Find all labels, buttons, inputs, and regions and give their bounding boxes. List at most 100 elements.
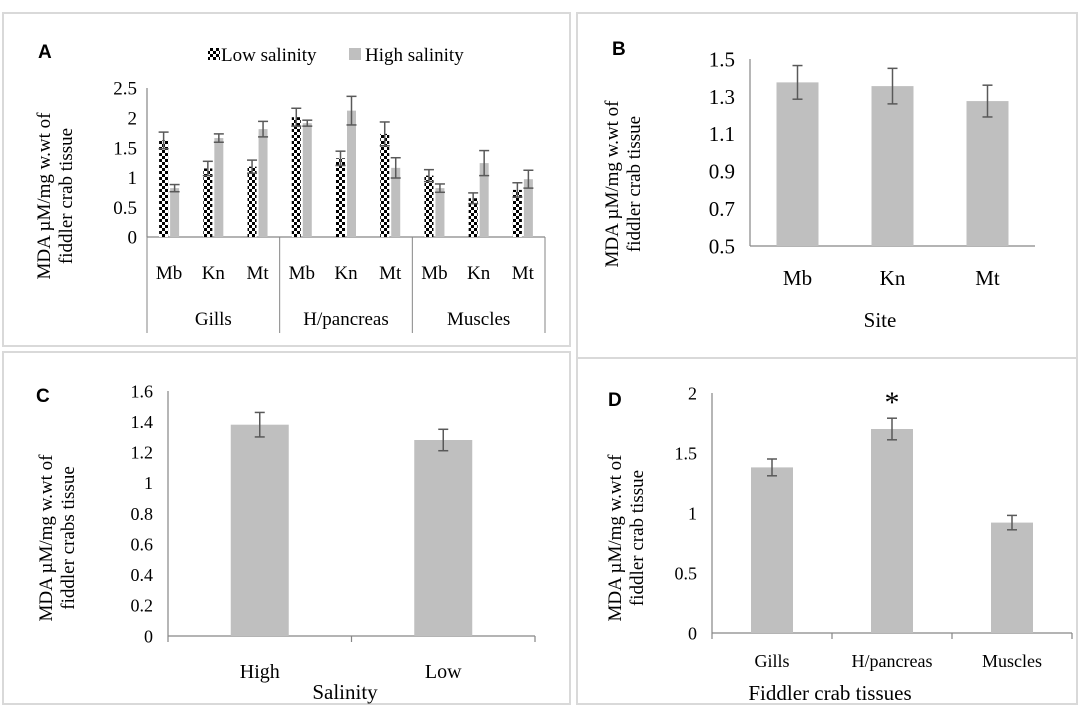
panel-d-category-label: H/pancreas (852, 651, 933, 671)
panel-c-ytick-label: 1.4 (131, 412, 154, 432)
panel-d-bar (871, 429, 913, 633)
panel-c-category-label: High (240, 661, 280, 683)
panel-b-ytick-label: 1.5 (709, 47, 735, 71)
panel-d-ylabel: MDA µM/mg w.wt of fiddler crab tissue (605, 454, 648, 622)
panel-c-bar (230, 424, 289, 636)
panel-a-bar-high (479, 163, 489, 237)
panel-b-bar (871, 86, 914, 247)
panel-a-bar-high (170, 188, 180, 237)
panel-c-ytick-label: 1 (144, 473, 153, 493)
panel-d-ytick-label: 0.5 (675, 563, 698, 583)
panel-c-frame (2, 351, 571, 705)
legend-low-label: Low salinity (221, 45, 317, 66)
svg-text:fiddler crab tissue: fiddler crab tissue (627, 470, 648, 606)
panel-b-ytick-label: 0.5 (709, 234, 735, 258)
panel-a-site-label: Mb (156, 263, 182, 284)
panel-a-site-label: Mt (512, 263, 535, 284)
panel-b-letter: B (612, 39, 626, 60)
panel-d-letter: D (608, 390, 622, 411)
panel-a-site-label: Mb (289, 263, 315, 284)
panel-b-ytick-label: 0.9 (709, 160, 735, 184)
panel-a-bar-low (468, 198, 478, 237)
panel-a-bar-high (258, 129, 268, 237)
panel-a-bar-low (291, 117, 301, 237)
panel-a-ytick-label: 1 (128, 168, 138, 189)
panel-d-ytick-label: 1 (688, 503, 697, 523)
panel-d-significance-mark: * (885, 386, 900, 419)
panel-b-bar (776, 82, 819, 246)
panel-b-category-label: Mt (975, 266, 1000, 290)
panel-c-ytick-label: 1.6 (131, 381, 154, 401)
panel-a-site-label: Kn (334, 263, 358, 284)
panel-c-ytick-label: 0.8 (131, 504, 154, 524)
svg-text:MDA µM/mg w.wt of: MDA µM/mg w.wt of (602, 100, 623, 268)
svg-text:fiddler crab tissue: fiddler crab tissue (624, 116, 645, 252)
panel-c-ylabel: MDA µM/mg w.wt of fiddler crabs tissue (36, 454, 79, 622)
legend-high-swatch (349, 48, 361, 60)
panel-d-frame (576, 357, 1078, 705)
panel-b-ytick-label: 1.3 (709, 85, 735, 109)
panel-a-letter: A (38, 42, 52, 63)
panel-b-bar (966, 101, 1009, 246)
panel-a-bar-high (302, 123, 312, 237)
panel-a-site-label: Mt (246, 263, 269, 284)
panel-a-group-label: Muscles (447, 309, 510, 330)
panel-a-bar-high (391, 167, 401, 237)
panel-c-ytick-label: 0.2 (131, 596, 154, 616)
panel-c-ytick-label: 0 (144, 626, 153, 646)
panel-a-ytick-label: 0 (128, 228, 138, 249)
panel-a-bar-low (159, 140, 169, 237)
chart-marks: 2.5 2 1.5 1 0.5 0 Mb Kn Mt Gills Mb Kn Mt H/pancreas M… (113, 47, 1073, 683)
legend-high-label: High salinity (365, 45, 464, 66)
panel-a-bar-high (435, 188, 445, 237)
panel-a-bar-low (424, 175, 434, 237)
panel-b-ylabel: MDA µM/mg w.wt of fiddler crab tissue (602, 100, 645, 268)
panel-a-bar-low (380, 133, 390, 237)
panel-a-bar-high (347, 110, 356, 237)
panel-d-category-label: Gills (754, 651, 789, 671)
panel-d-bar (751, 467, 793, 633)
panel-a-group-label: H/pancreas (303, 309, 388, 330)
panel-a-ytick-label: 0.5 (113, 198, 137, 219)
panel-a-site-label: Mt (379, 263, 402, 284)
panel-c-bar (414, 440, 473, 636)
panel-b-xlabel: Site (864, 308, 897, 332)
svg-text:MDA µM/mg w.wt of: MDA µM/mg w.wt of (605, 454, 626, 622)
panel-c-ytick-label: 0.6 (131, 534, 154, 554)
panel-d-category-label: Muscles (982, 651, 1042, 671)
panel-c-ytick-label: 1.2 (131, 443, 154, 463)
panel-d-ytick-label: 2 (688, 383, 697, 403)
panel-a-bar-low (336, 158, 345, 237)
panel-a-bar-high (523, 179, 533, 237)
panel-a-site-label: Mb (421, 263, 447, 284)
panel-d-xlabel: Fiddler crab tissues (748, 681, 911, 705)
panel-c-xlabel: Salinity (312, 680, 378, 704)
panel-a-ytick-label: 1.5 (113, 138, 137, 159)
panel-d-ytick-label: 0 (688, 623, 697, 643)
panel-d-ytick-label: 1.5 (675, 443, 698, 463)
panel-a-ytick-label: 2.5 (113, 79, 137, 100)
svg-text:MDA µM/mg w.wt of: MDA µM/mg w.wt of (36, 454, 57, 622)
panel-a-bar-low (512, 189, 522, 237)
panel-b-category-label: Kn (880, 266, 906, 290)
svg-text:MDA µM/mg w.wt of: MDA µM/mg w.wt of (34, 112, 55, 280)
panel-d-bar (991, 522, 1033, 633)
panel-a-site-label: Kn (467, 263, 491, 284)
panel-a-ytick-label: 2 (128, 108, 138, 129)
panel-a-site-label: Kn (202, 263, 226, 284)
panel-a-frame (2, 12, 571, 347)
panel-b-ytick-label: 0.7 (709, 197, 735, 221)
panel-b-ytick-label: 1.1 (709, 122, 735, 146)
panel-c-ytick-label: 0.4 (131, 565, 154, 585)
svg-text:fiddler crabs tissue: fiddler crabs tissue (58, 466, 79, 610)
panel-a-bar-high (214, 138, 224, 237)
panel-a-bar-low (203, 168, 213, 237)
panel-c-category-label: Low (425, 661, 462, 683)
svg-text:fiddler crab tissue: fiddler crab tissue (56, 128, 77, 264)
panel-a-ylabel: MDA µM/mg w.wt of fiddler crab tissue (34, 112, 77, 280)
legend-low-swatch (208, 48, 220, 60)
panel-a-group-label: Gills (195, 309, 232, 330)
panel-a-bar-low (247, 166, 257, 237)
panel-c-letter: C (36, 386, 50, 407)
